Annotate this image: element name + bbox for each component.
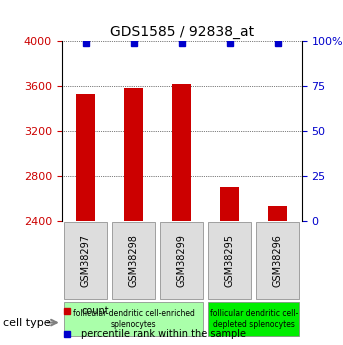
Text: GSM38296: GSM38296 bbox=[273, 234, 283, 287]
Bar bbox=[124, 88, 143, 221]
Text: cell type: cell type bbox=[3, 318, 51, 327]
Bar bbox=[76, 94, 95, 221]
FancyBboxPatch shape bbox=[208, 223, 251, 298]
Text: follicular dendritic cell-
depleted splenocytes: follicular dendritic cell- depleted sple… bbox=[210, 309, 298, 329]
Text: GSM38298: GSM38298 bbox=[129, 234, 139, 287]
FancyBboxPatch shape bbox=[160, 223, 203, 298]
FancyBboxPatch shape bbox=[208, 302, 299, 336]
FancyBboxPatch shape bbox=[112, 223, 155, 298]
Text: count: count bbox=[81, 306, 109, 316]
FancyBboxPatch shape bbox=[64, 302, 203, 336]
Title: GDS1585 / 92838_at: GDS1585 / 92838_at bbox=[110, 25, 254, 39]
Bar bbox=[172, 84, 191, 221]
Text: percentile rank within the sample: percentile rank within the sample bbox=[81, 329, 246, 339]
Text: GSM38299: GSM38299 bbox=[177, 234, 187, 287]
FancyBboxPatch shape bbox=[64, 223, 107, 298]
Text: GSM38297: GSM38297 bbox=[81, 234, 91, 287]
Text: follicular dendritic cell-enriched
splenocytes: follicular dendritic cell-enriched splen… bbox=[73, 309, 195, 329]
Text: GSM38295: GSM38295 bbox=[225, 234, 235, 287]
Bar bbox=[268, 206, 287, 221]
Bar bbox=[220, 187, 239, 221]
FancyBboxPatch shape bbox=[256, 223, 299, 298]
